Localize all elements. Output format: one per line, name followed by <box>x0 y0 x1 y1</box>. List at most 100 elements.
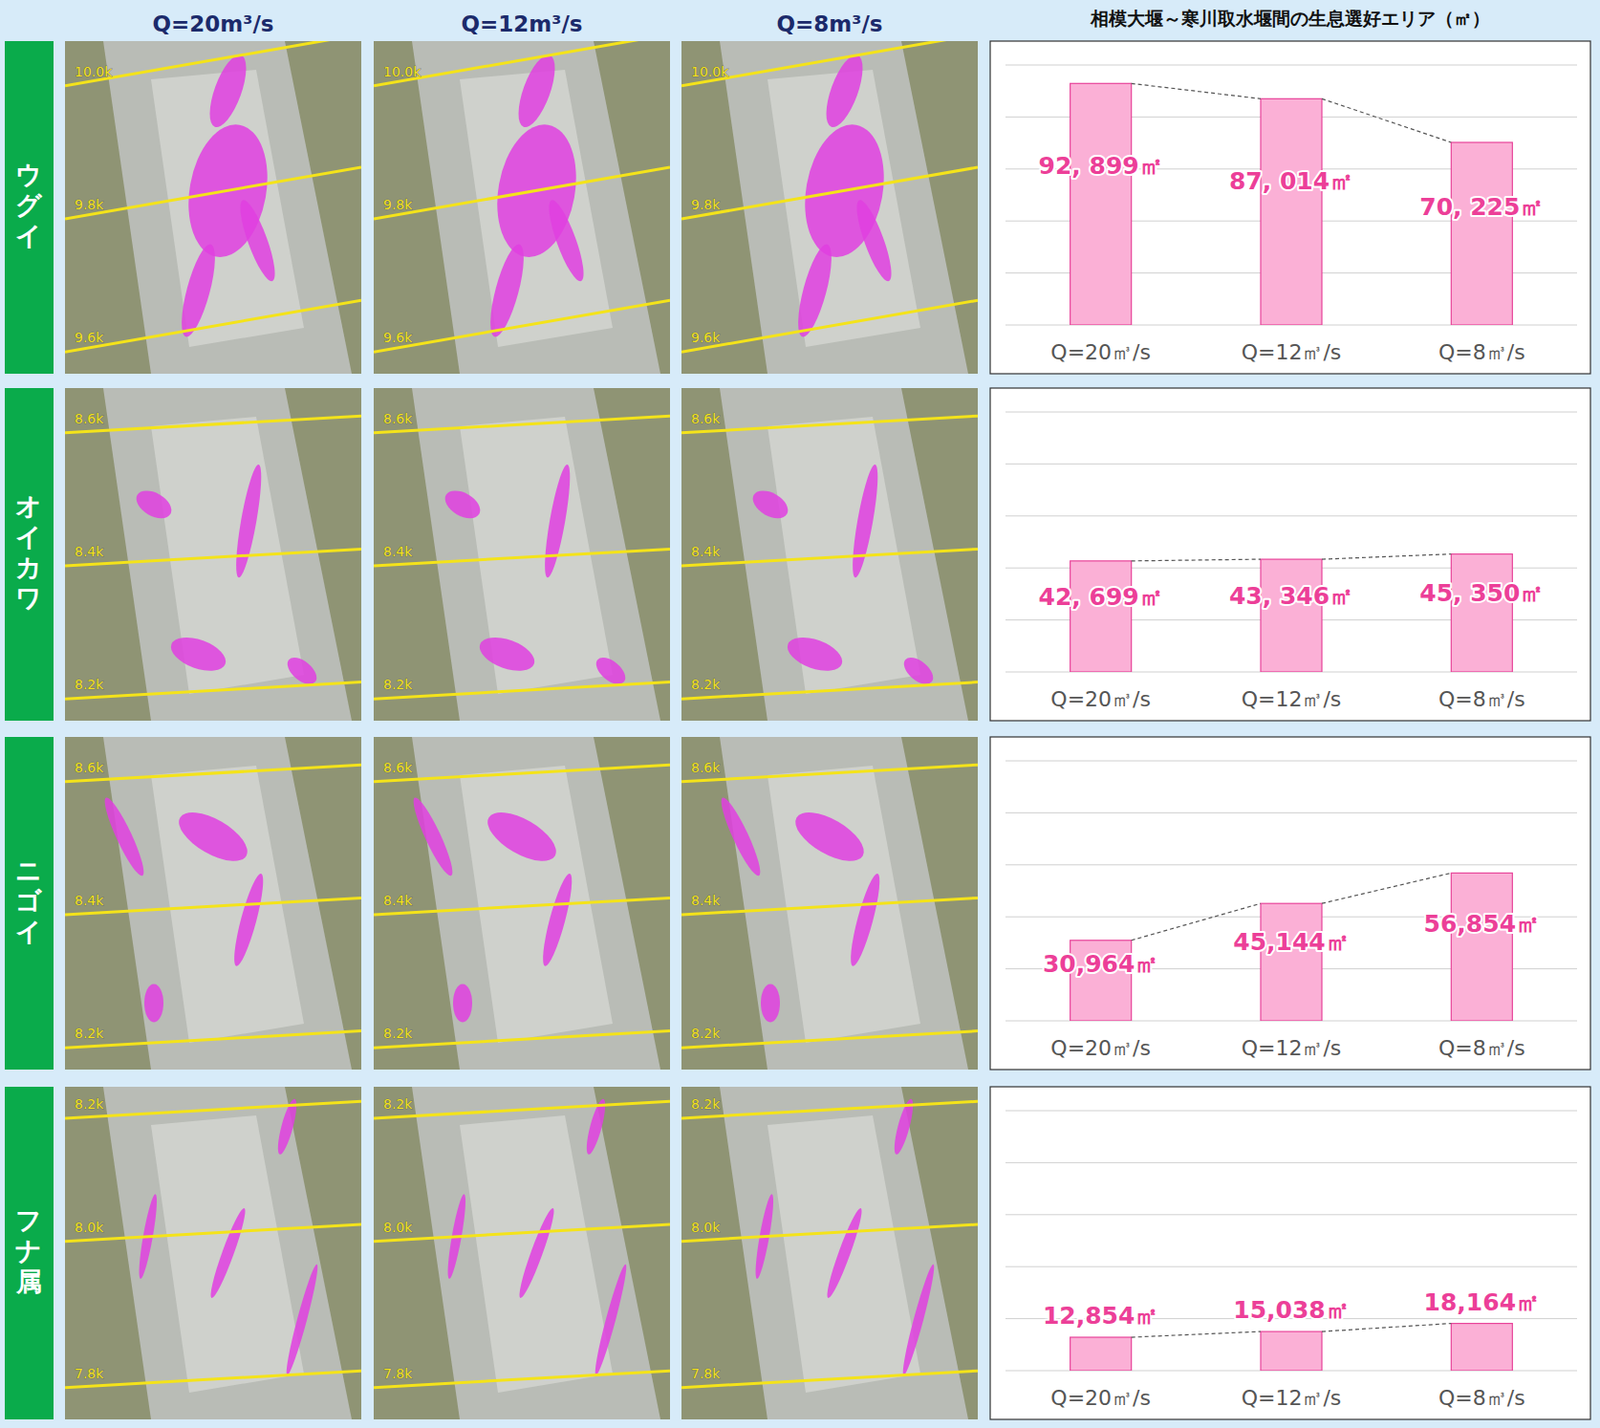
km-label: 8.2k <box>74 676 105 692</box>
km-line <box>64 415 362 433</box>
grid-line <box>1005 1266 1578 1268</box>
trend-line <box>1321 1323 1451 1333</box>
habitat-area <box>144 983 164 1022</box>
habitat-area <box>408 794 459 879</box>
habitat-area <box>845 871 886 969</box>
km-line <box>373 415 671 433</box>
habitat-area <box>819 50 871 132</box>
row-label: フナ属 <box>15 1205 44 1297</box>
map-panel <box>64 388 362 721</box>
km-line <box>681 682 978 700</box>
km-line <box>64 897 362 915</box>
habitat-area <box>479 802 563 871</box>
bars <box>1070 554 1514 672</box>
km-line <box>681 897 978 915</box>
map-river <box>719 388 969 721</box>
row-label-char: ゴ <box>15 886 43 916</box>
km-label: 7.8k <box>691 1365 721 1382</box>
data-label: 12,854㎡ <box>1042 1301 1159 1330</box>
habitat-area <box>515 1206 559 1300</box>
category-label: Q=12㎥/s <box>1241 687 1342 712</box>
habitat-area <box>231 463 267 580</box>
grid-line <box>1005 64 1578 66</box>
km-label: 8.6k <box>74 410 105 427</box>
km-label: 10.0k <box>383 64 422 80</box>
grid-line <box>1005 463 1578 465</box>
map-ground <box>681 388 978 721</box>
trend-line <box>1321 554 1451 560</box>
trend-line <box>1321 98 1451 143</box>
map-ground <box>373 41 671 374</box>
km-line <box>373 897 671 915</box>
km-line <box>681 1370 978 1388</box>
km-line <box>373 41 671 87</box>
habitat-area <box>822 1206 866 1300</box>
map-ground <box>681 1086 978 1420</box>
km-label: 8.6k <box>691 410 721 427</box>
grid-line <box>1005 1162 1578 1164</box>
km-label: 8.4k <box>383 892 413 909</box>
row-label-bg <box>4 736 54 1070</box>
km-line <box>681 300 978 352</box>
map-panel <box>373 388 671 721</box>
map-ground <box>681 41 978 374</box>
km-label: 8.2k <box>691 1096 721 1112</box>
km-line <box>64 167 362 219</box>
row-label-char: カ <box>15 552 43 583</box>
km-label: 8.2k <box>691 1025 721 1041</box>
row-label-bg <box>4 388 54 721</box>
km-line <box>64 1031 362 1049</box>
km-line <box>373 764 671 782</box>
category-label: Q=8㎥/s <box>1438 340 1526 365</box>
row-label-bg <box>4 41 54 374</box>
km-line <box>64 1224 362 1242</box>
category-label: Q=12㎥/s <box>1241 1385 1342 1410</box>
bar <box>1070 561 1132 672</box>
km-line <box>373 300 671 352</box>
map-gravel <box>459 1115 613 1393</box>
data-label: 45,144㎡ <box>1232 928 1349 956</box>
km-label: 8.2k <box>383 1025 413 1041</box>
map-river <box>719 736 969 1070</box>
km-label: 9.6k <box>691 329 721 346</box>
bar <box>1260 903 1322 1021</box>
column-head: Q=20m³/s <box>152 11 275 37</box>
row-label-char: イ <box>15 916 43 947</box>
map-river <box>103 388 352 721</box>
map-panel <box>64 1086 362 1420</box>
data-label: 42, 699㎡ <box>1038 583 1164 611</box>
bar <box>1450 872 1513 1021</box>
habitat-area <box>538 871 578 969</box>
data-label: 43, 346㎡ <box>1229 582 1354 610</box>
km-label: 7.8k <box>383 1365 413 1382</box>
bar <box>1450 1323 1513 1371</box>
trend-line <box>1131 83 1261 99</box>
km-label: 8.4k <box>691 892 721 909</box>
map-gravel <box>151 1115 304 1393</box>
km-label: 10.0k <box>691 64 730 80</box>
km-label: 9.8k <box>691 196 721 213</box>
bar <box>1260 98 1322 325</box>
km-label: 8.0k <box>383 1219 413 1235</box>
habitat-area <box>591 1262 631 1376</box>
map-panel <box>373 1086 671 1420</box>
km-line <box>373 167 671 219</box>
habitat-area <box>475 630 540 678</box>
habitat-area <box>453 983 473 1022</box>
km-line <box>681 41 978 87</box>
km-label: 8.0k <box>74 1219 105 1235</box>
row-label-char: ニ <box>15 855 43 886</box>
habitat-area <box>782 630 847 678</box>
km-label: 8.4k <box>691 543 721 560</box>
map-panel <box>373 736 671 1070</box>
background <box>0 0 1600 1428</box>
habitat-area <box>171 802 255 871</box>
km-label: 8.6k <box>383 759 413 776</box>
bar <box>1260 559 1322 672</box>
category-label: Q=8㎥/s <box>1438 1036 1526 1060</box>
km-label: 8.6k <box>691 759 721 776</box>
habitat-area <box>760 983 780 1022</box>
map-ground <box>681 736 978 1070</box>
grid-line <box>1005 864 1578 865</box>
habitat-area <box>748 484 794 524</box>
